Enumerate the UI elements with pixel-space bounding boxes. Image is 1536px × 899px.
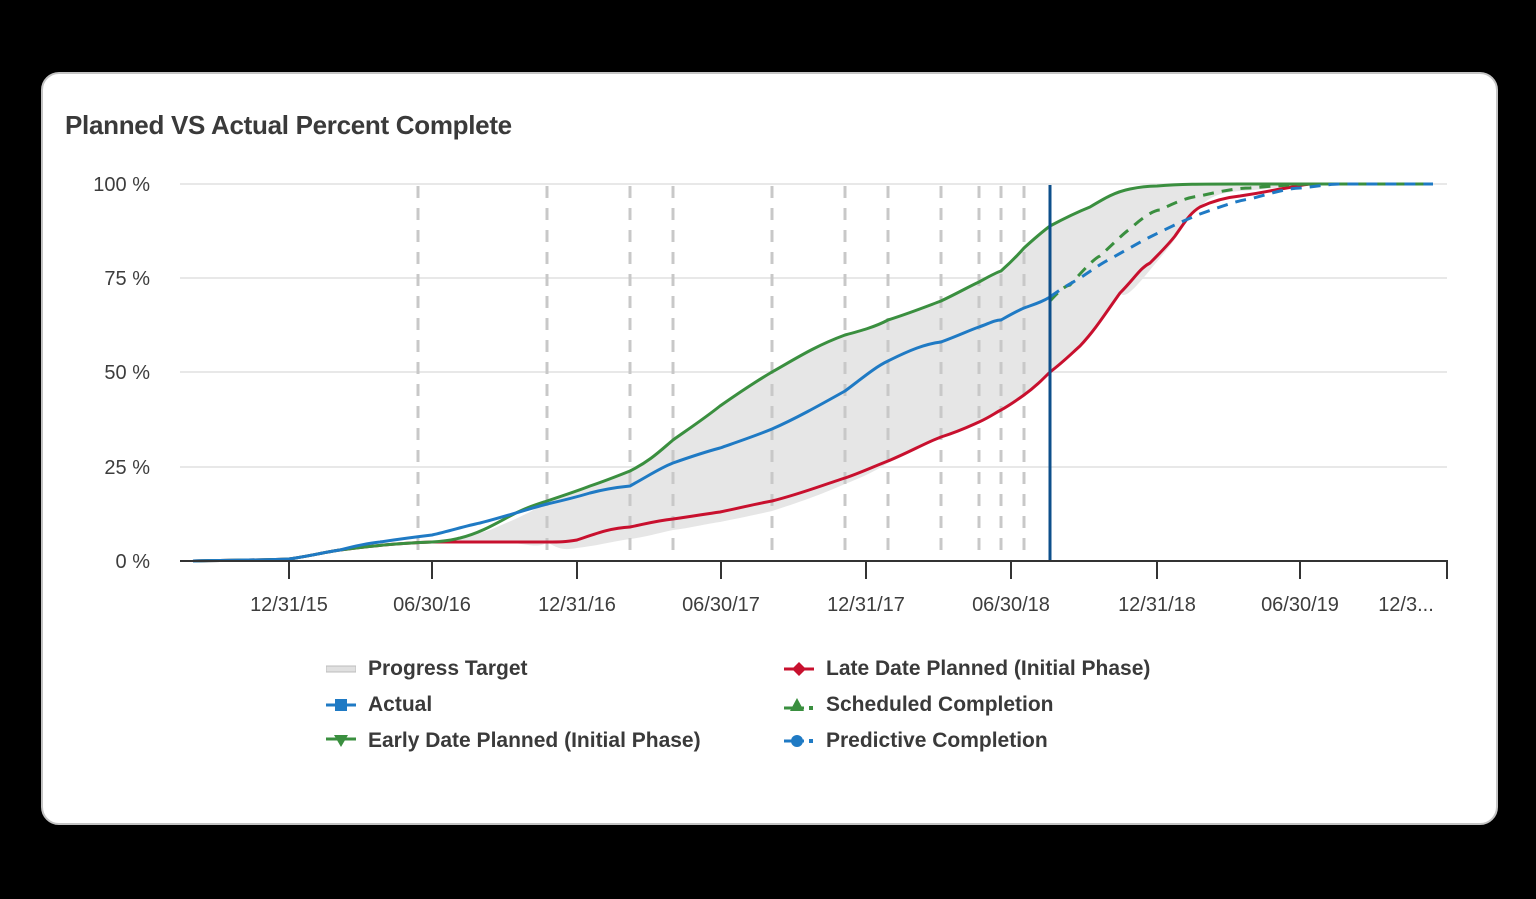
milestone-lines [416,186,1026,560]
series-early-date-planned[interactable] [192,182,1433,563]
legend-item-scheduled-completion[interactable]: Scheduled Completion [784,693,1054,717]
legend-label: Early Date Planned (Initial Phase) [368,729,701,752]
legend-item-predictive-completion[interactable]: Predictive Completion [784,729,1048,753]
series-late-date-planned[interactable] [192,182,1311,563]
legend-label: Progress Target [368,657,528,680]
y-tick-label: 75 % [104,268,150,290]
legend-item-late-date-planned[interactable]: Late Date Planned (Initial Phase) [784,657,1150,681]
progress-target-band [193,184,1310,561]
y-tick-label: 100 % [93,174,150,196]
x-tick-label: 12/31/18 [1118,594,1196,616]
legend-item-early-date-planned[interactable]: Early Date Planned (Initial Phase) [326,729,701,753]
chart-title: Planned VS Actual Percent Complete [65,110,512,140]
series-predictive-completion[interactable] [1049,182,1433,299]
diamond-marker-icon [784,662,814,676]
x-tick-label: 06/30/18 [972,594,1050,616]
x-tick-label: 06/30/19 [1261,594,1339,616]
triangle-up-marker-icon [784,698,813,711]
x-tick-label: 06/30/16 [393,594,471,616]
square-marker-icon [326,699,356,711]
x-tick-label: 12/31/16 [538,594,616,616]
x-axis [180,560,1448,579]
circle-marker-icon [784,735,813,747]
y-tick-label: 0 % [116,551,151,573]
x-tick-label: 12/31/15 [250,594,328,616]
x-tick-label: 12/3... [1378,594,1434,616]
triangle-down-marker-icon [326,735,356,747]
band-swatch-icon [326,665,356,673]
x-tick-label: 12/31/17 [827,594,905,616]
legend-label: Scheduled Completion [826,693,1054,716]
legend-item-actual[interactable]: Actual [326,693,432,717]
legend-label: Late Date Planned (Initial Phase) [826,657,1151,680]
legend-label: Actual [368,693,433,716]
y-tick-label: 50 % [104,362,150,384]
legend-label: Predictive Completion [826,729,1048,752]
legend-item-progress-target[interactable]: Progress Target [326,657,528,681]
x-tick-label: 06/30/17 [682,594,760,616]
y-tick-label: 25 % [104,457,150,479]
series-actual[interactable] [192,295,1051,563]
series-scheduled-completion[interactable] [1048,182,1433,303]
